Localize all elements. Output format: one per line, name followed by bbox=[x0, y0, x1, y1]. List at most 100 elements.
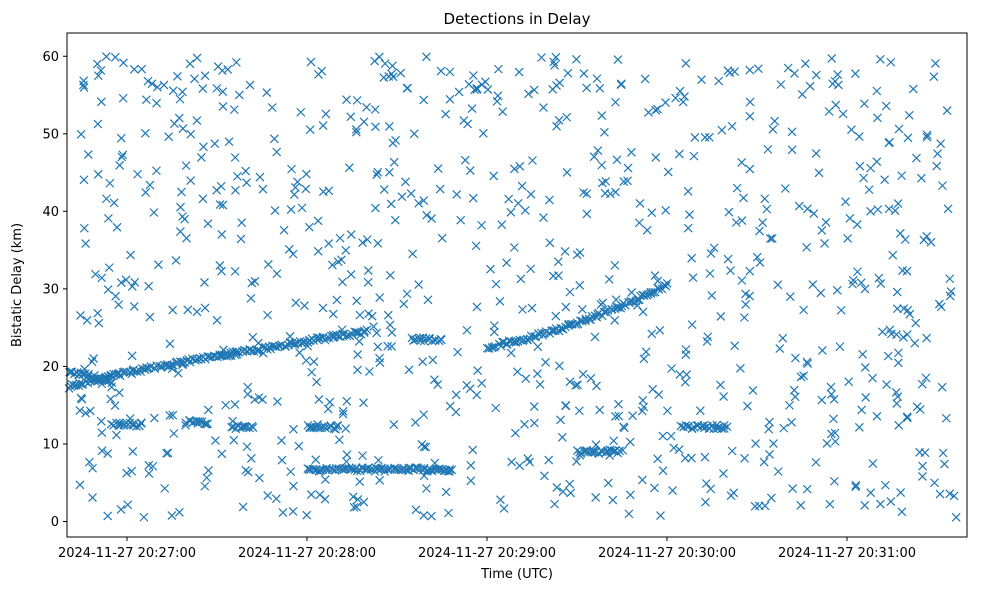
data-point bbox=[414, 280, 424, 289]
data-point bbox=[912, 153, 921, 163]
data-point bbox=[115, 160, 125, 170]
data-point bbox=[167, 364, 177, 374]
data-point bbox=[872, 411, 882, 421]
data-point bbox=[933, 149, 942, 159]
data-point bbox=[242, 442, 252, 452]
x-axis-ticks: 2024-11-27 20:27:00 2024-11-27 20:28:00 20… bbox=[58, 537, 916, 561]
data-point bbox=[241, 166, 251, 176]
data-point bbox=[411, 505, 421, 515]
data-point bbox=[192, 354, 202, 364]
data-point bbox=[735, 363, 745, 373]
data-point bbox=[203, 219, 213, 229]
data-point bbox=[773, 280, 783, 290]
y-tick-label: 60 bbox=[42, 50, 59, 65]
data-point bbox=[169, 429, 179, 438]
data-point bbox=[892, 304, 902, 314]
data-point bbox=[198, 84, 208, 93]
data-point bbox=[422, 210, 432, 220]
data-point bbox=[565, 287, 575, 297]
data-point bbox=[769, 439, 778, 448]
data-point bbox=[85, 406, 95, 416]
data-point bbox=[589, 152, 599, 162]
data-point bbox=[767, 234, 777, 243]
data-point bbox=[730, 67, 740, 77]
data-point bbox=[360, 326, 369, 336]
data-point bbox=[76, 129, 86, 139]
data-point bbox=[533, 342, 543, 352]
data-point bbox=[96, 65, 106, 75]
data-point bbox=[262, 88, 272, 98]
data-point bbox=[934, 299, 944, 309]
data-point bbox=[650, 483, 659, 493]
data-point bbox=[272, 397, 282, 406]
data-point bbox=[175, 227, 185, 237]
data-point bbox=[314, 333, 324, 343]
data-point bbox=[192, 116, 202, 125]
data-point bbox=[607, 304, 617, 314]
data-point bbox=[165, 339, 175, 349]
data-point bbox=[916, 173, 926, 183]
data-point bbox=[106, 419, 116, 429]
data-point bbox=[706, 484, 716, 494]
data-point bbox=[614, 399, 623, 409]
data-point bbox=[175, 94, 185, 104]
data-point bbox=[363, 277, 373, 287]
data-point bbox=[230, 400, 240, 409]
data-point bbox=[373, 167, 383, 177]
data-point bbox=[597, 178, 607, 188]
data-point bbox=[902, 330, 912, 339]
data-point bbox=[375, 475, 385, 485]
data-point bbox=[623, 176, 632, 186]
data-point bbox=[370, 56, 380, 66]
data-point bbox=[144, 281, 154, 291]
data-point bbox=[852, 220, 862, 229]
data-point bbox=[491, 279, 501, 289]
data-point bbox=[737, 216, 747, 226]
data-point bbox=[799, 305, 809, 315]
data-point bbox=[668, 486, 677, 496]
data-point bbox=[900, 235, 910, 244]
data-point bbox=[850, 69, 860, 79]
data-point bbox=[499, 504, 509, 513]
data-point bbox=[306, 57, 316, 67]
data-point bbox=[238, 502, 248, 512]
data-point bbox=[651, 153, 661, 162]
data-point bbox=[591, 492, 601, 502]
data-point bbox=[101, 52, 111, 61]
data-point bbox=[592, 381, 601, 391]
data-point bbox=[706, 249, 716, 258]
data-point bbox=[132, 367, 142, 376]
data-point bbox=[353, 495, 363, 504]
data-point bbox=[110, 52, 120, 62]
data-point bbox=[709, 243, 719, 253]
data-point bbox=[144, 469, 154, 478]
data-point bbox=[938, 181, 947, 191]
data-point bbox=[917, 379, 927, 389]
data-point bbox=[683, 223, 693, 233]
data-point bbox=[826, 382, 836, 392]
data-point bbox=[243, 382, 253, 392]
data-point bbox=[565, 479, 575, 489]
data-point bbox=[147, 79, 157, 89]
data-point bbox=[200, 71, 210, 81]
data-point bbox=[872, 86, 882, 96]
data-point bbox=[79, 83, 89, 92]
data-point bbox=[323, 404, 333, 414]
data-point bbox=[409, 129, 419, 139]
data-point bbox=[945, 291, 955, 301]
data-point bbox=[168, 86, 178, 96]
data-point bbox=[653, 104, 662, 114]
data-point bbox=[363, 463, 373, 473]
data-point bbox=[903, 305, 913, 315]
data-point bbox=[149, 208, 159, 217]
data-point bbox=[301, 184, 311, 194]
data-point bbox=[422, 52, 431, 62]
data-point bbox=[880, 480, 890, 490]
data-point bbox=[526, 189, 536, 199]
data-point bbox=[75, 406, 85, 416]
data-point bbox=[949, 491, 959, 501]
data-point bbox=[105, 178, 115, 188]
data-point bbox=[346, 230, 356, 240]
data-point bbox=[263, 260, 273, 269]
data-point bbox=[796, 372, 806, 382]
